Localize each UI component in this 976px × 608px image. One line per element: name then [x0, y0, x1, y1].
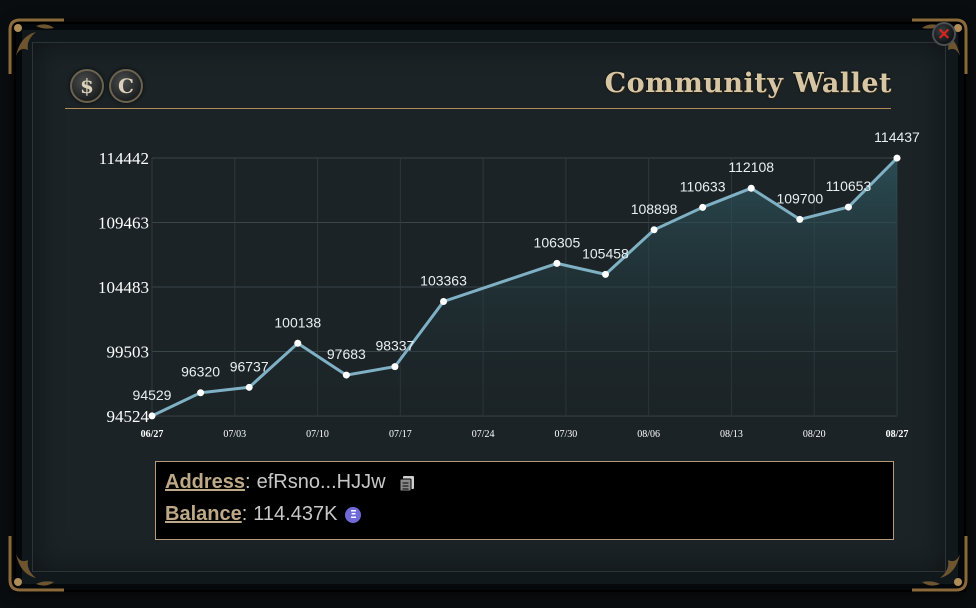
address-label[interactable]: Address [165, 471, 246, 493]
wallet-info-box: Address : efRsno...HJJw Balance : 114.43… [155, 461, 894, 540]
balance-separator: : [241, 503, 248, 525]
ornament-corner-icon [6, 16, 68, 78]
dollar-coin-button[interactable]: $ [70, 69, 104, 103]
ornament-corner-icon [6, 532, 68, 594]
address-value: efRsno...HJJw [256, 471, 386, 493]
ornament-corner-icon [908, 16, 970, 78]
ornament-corner-icon [908, 532, 970, 594]
dollar-coin-icon: $ [80, 74, 94, 98]
page-title: Community Wallet [604, 68, 892, 99]
token-icon: Ξ [345, 506, 362, 523]
address-row: Address : efRsno...HJJw [165, 471, 416, 494]
close-icon: × [936, 23, 952, 44]
balance-row: Balance : 114.437K Ξ [165, 503, 362, 526]
c-coin-button[interactable]: C [109, 69, 143, 103]
title-divider [65, 108, 891, 109]
balance-label[interactable]: Balance [165, 503, 242, 525]
close-button[interactable]: × [932, 22, 956, 46]
copy-icon[interactable] [398, 474, 416, 492]
c-coin-icon: C [118, 74, 134, 98]
address-separator: : [245, 471, 251, 493]
balance-value: 114.437K [253, 503, 338, 525]
